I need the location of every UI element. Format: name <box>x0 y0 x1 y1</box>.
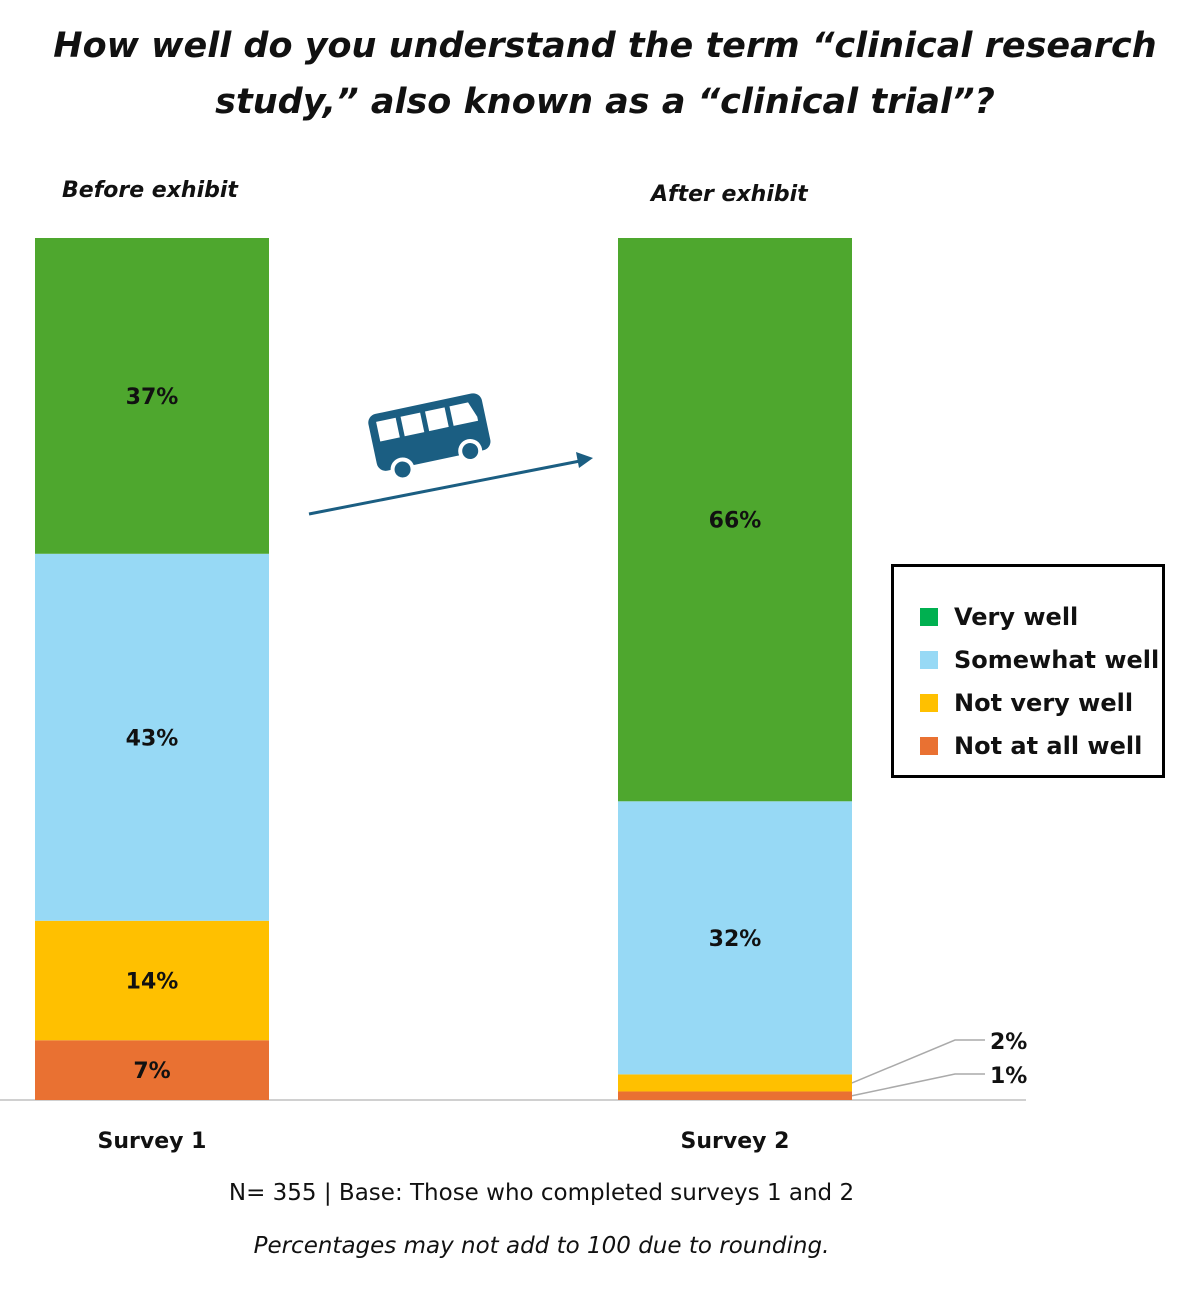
x-tick-label: Survey 1 <box>98 1129 207 1154</box>
bar-segment <box>35 920 269 1041</box>
legend-item: Not at all well <box>894 724 1162 767</box>
legend-label: Not at all well <box>954 731 1143 760</box>
subtitle-before: Before exhibit <box>62 178 238 203</box>
data-label: 37% <box>126 385 179 410</box>
bus-icon <box>368 393 491 482</box>
legend-swatch <box>920 650 938 669</box>
legend-swatch <box>920 693 938 712</box>
legend-label: Very well <box>954 602 1079 631</box>
footnote: N= 355 | Base: Those who completed surve… <box>228 1180 855 1206</box>
leader-line <box>851 1039 985 1084</box>
legend-item: Not very well <box>894 681 1162 724</box>
bar-segment <box>618 801 852 1075</box>
data-label: 43% <box>126 726 179 751</box>
legend-label: Not very well <box>954 688 1134 717</box>
legend: Very well Somewhat well Not very well No… <box>891 564 1165 778</box>
data-label: 32% <box>709 927 762 952</box>
legend-label: Somewhat well <box>954 645 1160 674</box>
caveat: Percentages may not add to 100 due to ro… <box>253 1233 830 1259</box>
bar-segment <box>618 238 852 802</box>
bar-segment <box>35 1040 269 1100</box>
data-label: 66% <box>709 509 762 534</box>
legend-swatch <box>920 607 938 626</box>
data-label: 7% <box>133 1059 170 1084</box>
legend-item: Somewhat well <box>894 638 1162 681</box>
data-label: 2% <box>990 1030 1027 1055</box>
subtitle-after: After exhibit <box>651 182 808 207</box>
x-tick-label: Survey 2 <box>681 1129 790 1154</box>
bar-segment <box>618 1091 852 1100</box>
legend-item: Very well <box>894 595 1162 638</box>
chart-title: How well do you understand the term “cli… <box>53 26 1157 122</box>
legend-swatch <box>920 736 938 755</box>
bar-segment <box>35 553 269 921</box>
data-label: 1% <box>990 1064 1027 1089</box>
bar-segment <box>35 238 269 554</box>
bar-segment <box>618 1074 852 1092</box>
data-label: 14% <box>126 970 179 995</box>
leader-line <box>851 1073 985 1097</box>
arrow-icon <box>308 452 593 516</box>
